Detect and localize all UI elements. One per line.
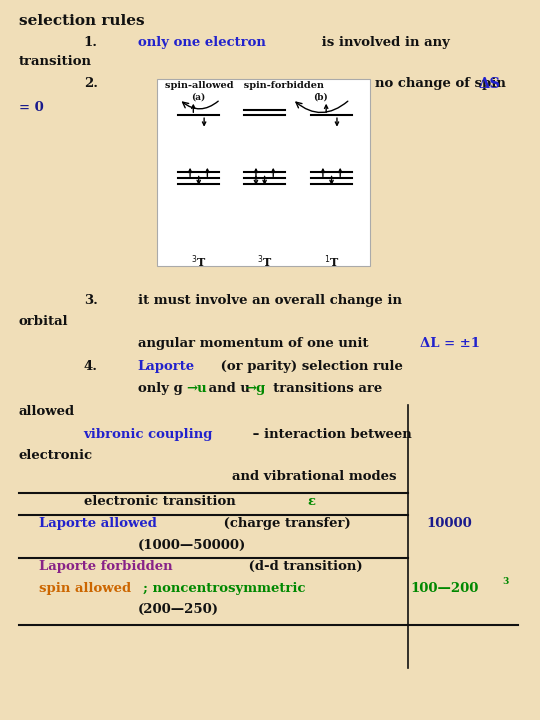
Text: 3.: 3. [84, 294, 98, 307]
Text: →u: →u [186, 382, 206, 395]
Text: Laporte allowed: Laporte allowed [39, 517, 157, 530]
Text: (1000—50000): (1000—50000) [138, 539, 246, 552]
Text: 10000: 10000 [427, 517, 472, 530]
Text: and u: and u [204, 382, 255, 395]
Text: and vibrational modes: and vibrational modes [232, 470, 397, 483]
Text: electronic transition: electronic transition [84, 495, 235, 508]
Text: selection rules: selection rules [19, 14, 145, 28]
Text: only one electron: only one electron [138, 36, 266, 49]
Text: vibronic coupling: vibronic coupling [84, 428, 213, 441]
Text: only g: only g [138, 382, 187, 395]
Text: Laporte: Laporte [138, 360, 195, 373]
Text: $^3$T: $^3$T [257, 253, 272, 270]
Text: orbital: orbital [19, 315, 69, 328]
Text: ΔL = ±1: ΔL = ±1 [420, 337, 480, 350]
Text: allowed: allowed [19, 405, 75, 418]
Text: transition: transition [19, 55, 92, 68]
Text: ΔS: ΔS [479, 77, 501, 91]
Text: $^3$T: $^3$T [191, 253, 206, 270]
Text: (b): (b) [313, 92, 328, 101]
Text: transitions are: transitions are [264, 382, 382, 395]
Text: →g: →g [245, 382, 265, 395]
Text: 100—200: 100—200 [410, 582, 479, 595]
Text: angular momentum of one unit: angular momentum of one unit [138, 337, 377, 350]
Text: 3: 3 [502, 577, 509, 586]
Text: (200—250): (200—250) [138, 603, 219, 616]
Text: (or parity) selection rule: (or parity) selection rule [216, 360, 403, 373]
Text: is involved in any: is involved in any [317, 36, 450, 49]
Text: spin-allowed   spin-forbidden: spin-allowed spin-forbidden [165, 81, 323, 89]
Text: 4.: 4. [84, 360, 98, 373]
FancyBboxPatch shape [157, 79, 370, 266]
Text: 2.: 2. [84, 77, 98, 90]
Text: = 0: = 0 [19, 101, 44, 114]
Text: it must involve an overall change in: it must involve an overall change in [138, 294, 402, 307]
Text: no change of spin: no change of spin [375, 77, 515, 90]
Text: 1.: 1. [84, 36, 98, 49]
Text: Laporte forbidden: Laporte forbidden [39, 560, 172, 573]
Text: $^1$T: $^1$T [324, 253, 339, 270]
Text: – interaction between: – interaction between [248, 428, 412, 441]
Text: spin allowed: spin allowed [39, 582, 131, 595]
Text: ; noncentrosymmetric: ; noncentrosymmetric [143, 582, 305, 595]
Text: (charge transfer): (charge transfer) [219, 517, 350, 530]
Text: ε: ε [308, 495, 316, 508]
Text: electronic: electronic [19, 449, 93, 462]
Text: (d-d transition): (d-d transition) [244, 560, 363, 573]
Text: (a): (a) [192, 92, 206, 101]
